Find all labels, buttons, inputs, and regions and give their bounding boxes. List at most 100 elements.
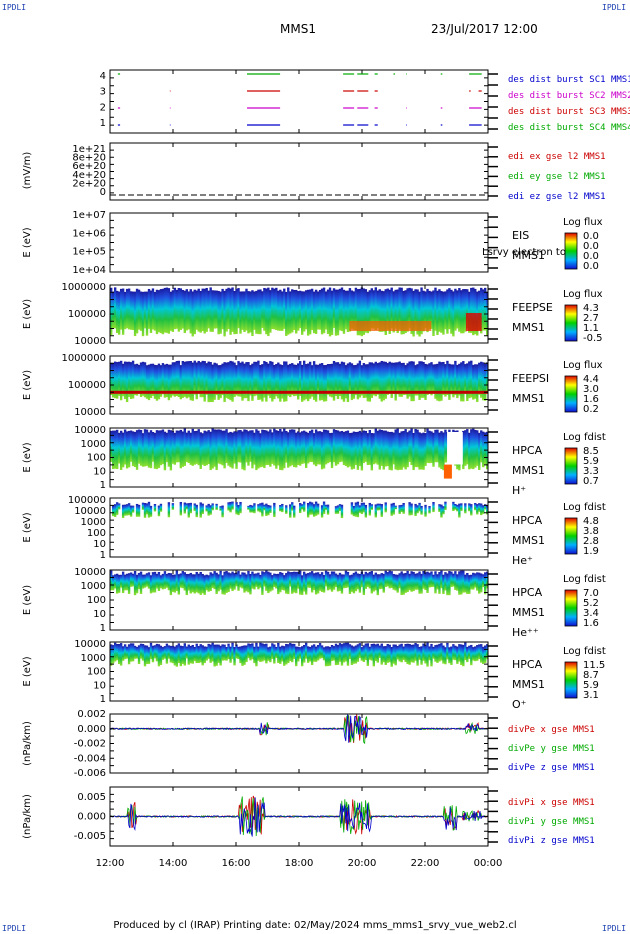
panel-hpca-o-spectrum-column <box>139 643 143 659</box>
panel-divpi-legend-entry: divPi x gse MMS1 <box>508 798 595 808</box>
panel-divpi-ytick-label: -0.005 <box>74 831 106 842</box>
panel-feeps-ion-spectrum-column <box>145 365 149 399</box>
panel-hpca-h-spectrum-column <box>117 432 121 464</box>
panel-hpca-o-colorbar-title: Log fdist <box>563 646 606 657</box>
panel-feeps-ion-spectrum-column <box>328 364 332 397</box>
panel-hpca-o-spectrum-column <box>213 644 216 667</box>
panel-hpca-he2-spectrum-column <box>436 574 439 590</box>
panel-hpca-he2-spectrum-column <box>153 571 157 593</box>
panel-hpca-he2-spectrum-column <box>275 573 278 589</box>
panel-hpca-h-colorbar <box>564 447 578 485</box>
panel-hpca-h-spectrum-column <box>245 429 248 463</box>
panel-hpca-he2-spectrum-column <box>318 574 322 591</box>
panel-feeps-ion-spectrum-column <box>257 360 260 400</box>
panel-hpca-he2-spectrum-column <box>297 571 300 589</box>
panel-feeps-ion-spectrum-column <box>173 362 177 397</box>
panel-feeps-electron-spectrum-column <box>297 291 300 331</box>
panel-hpca-h-spectrum-column <box>312 433 316 465</box>
panel-feeps-ion-spectrum-column <box>310 365 314 397</box>
panel-feeps-ion-spectrum-column <box>340 361 344 400</box>
panel-hpca-h-ylabel: E (eV) <box>22 442 33 472</box>
panel-hpca-o-spectrum-column <box>221 644 224 661</box>
panel-hpca-h-spectrum-column <box>480 430 483 463</box>
panel-hpca-h-spectrum-column <box>416 429 419 468</box>
panel-hpca-o-spectrum-column <box>133 645 137 659</box>
panel-hpca-o-spectrum-column <box>374 644 377 662</box>
panel-hpca-o-spectrum-column <box>267 647 270 661</box>
panel-hpca-he2-spectrum-column <box>416 573 419 590</box>
panel-feeps-electron-spectrum-column <box>231 287 234 332</box>
panel-hpca-he2-colorbar <box>564 589 578 627</box>
panel-hpca-he-spectrum-column <box>480 503 483 516</box>
panel-feeps-electron-spectrum-column <box>300 291 304 335</box>
panel-hpca-o-spectrum-column <box>420 646 423 665</box>
panel-hpca-o-spectrum-column <box>141 643 145 661</box>
panel-feeps-ion-spectrum-column <box>185 361 188 399</box>
panel-hpca-he-spectrum-column <box>478 503 481 512</box>
panel-feeps-electron-spectrum-column <box>314 289 318 334</box>
panel-hpca-o-spectrum-column <box>338 643 342 662</box>
panel-hpca-he-spectrum-column <box>454 503 457 510</box>
panel-hpca-o-colorbar-tick: 3.1 <box>583 690 599 701</box>
panel-hpca-he-spectrum-column <box>354 502 358 517</box>
panel-hpca-o-spectrum-column <box>155 643 159 662</box>
panel-hpca-he-spectrum-column <box>205 505 208 512</box>
panel-feeps-ion-spectrum-column <box>297 363 300 400</box>
panel-hpca-h-spectrum-column <box>368 430 372 465</box>
panel-feeps-electron-spectrum-column <box>312 291 316 334</box>
panel-feeps-electron-spectrum-column <box>368 290 372 332</box>
panel-feeps-electron-spectrum-column <box>153 291 157 331</box>
panel-hpca-he-colorbar-tick: 4.8 <box>583 516 599 527</box>
panel-feeps-ion-spectrum-column <box>484 363 487 401</box>
panel-hpca-he-spectrum-column <box>482 505 485 514</box>
panel-feeps-ion-spectrum-column <box>189 361 192 401</box>
panel-hpca-he2-spectrum-column <box>400 571 403 596</box>
panel-hpca-he2-spectrum-column <box>420 573 423 594</box>
panel-hpca-o-spectrum-column <box>153 645 157 659</box>
panel-hpca-o-spectrum-column <box>332 646 336 661</box>
panel-hpca-o-spectrum-column <box>167 645 171 659</box>
panel-feeps-ion-spectrum-column <box>227 362 230 400</box>
panel-feeps-ion-spectrum-column <box>247 362 250 402</box>
panel-hpca-h-spectrum-column <box>135 430 139 470</box>
panel-hpca-he2-spectrum-column <box>267 571 270 594</box>
panel-feeps-ion-spectrum-column <box>418 361 421 400</box>
panel-hpca-h-spectrum-column <box>237 430 240 463</box>
panel-feeps-ion-spectrum-column <box>273 364 276 400</box>
panel-feeps-ion-spectrum-column <box>191 362 194 401</box>
panel-hpca-o-spectrum-column <box>211 642 214 662</box>
panel-hpca-o-spectrum-column <box>203 646 206 664</box>
panel-hpca-he-ytick-label: 10000 <box>74 506 106 517</box>
panel-hpca-o-spectrum-column <box>245 645 248 663</box>
panel-feeps-ion-spectrum-column <box>169 364 173 398</box>
panel-eis-label: MMS1 <box>512 249 545 262</box>
panel-hpca-he-spectrum-column <box>193 503 196 511</box>
panel-feeps-ion-spectrum-column <box>358 360 362 398</box>
panel-hpca-he-spectrum-column <box>147 501 151 518</box>
panel-hpca-he2-spectrum-column <box>265 570 268 591</box>
panel-feeps-ion-spectrum-column <box>460 362 463 402</box>
panel-eis-frame <box>109 212 489 273</box>
panel-feeps-electron-spectrum-column <box>326 289 330 334</box>
panel-hpca-o-spectrum-column <box>263 644 266 661</box>
panel-feeps-electron-spectrum-column <box>320 288 324 335</box>
panel-feeps-ion-spectrum-column <box>426 364 429 396</box>
panel-hpca-o-ytick-label: 10 <box>93 680 106 691</box>
panel-feeps-electron-spectrum-column <box>143 291 147 329</box>
panel-hpca-h-spectrum-column <box>412 432 415 471</box>
panel-hpca-he-spectrum-column <box>129 505 133 517</box>
panel-feeps-electron-spectrum-column <box>211 290 214 332</box>
panel-hpca-o-spectrum-column <box>456 646 459 664</box>
panel-feeps-electron-spectrum-column <box>424 291 427 329</box>
panel-hpca-h-spectrum-column <box>141 433 145 467</box>
panel-hpca-o-spectrum-column <box>261 643 264 662</box>
panel-hpca-h-spectrum-column <box>322 429 326 469</box>
panel-hpca-he2-spectrum-column <box>456 574 459 591</box>
panel-eis-ytick-label: 1e+05 <box>72 247 106 258</box>
panel-edi-ytick-label: 1e+21 <box>72 144 106 155</box>
panel-hpca-he2-spectrum-column <box>197 573 200 594</box>
panel-hpca-h-spectrum-column <box>372 433 375 465</box>
panel-feeps-electron-spectrum-column <box>245 288 248 331</box>
panel-feeps-ion-spectrum-column <box>131 360 135 399</box>
panel-feeps-electron-spectrum-column <box>179 288 183 330</box>
